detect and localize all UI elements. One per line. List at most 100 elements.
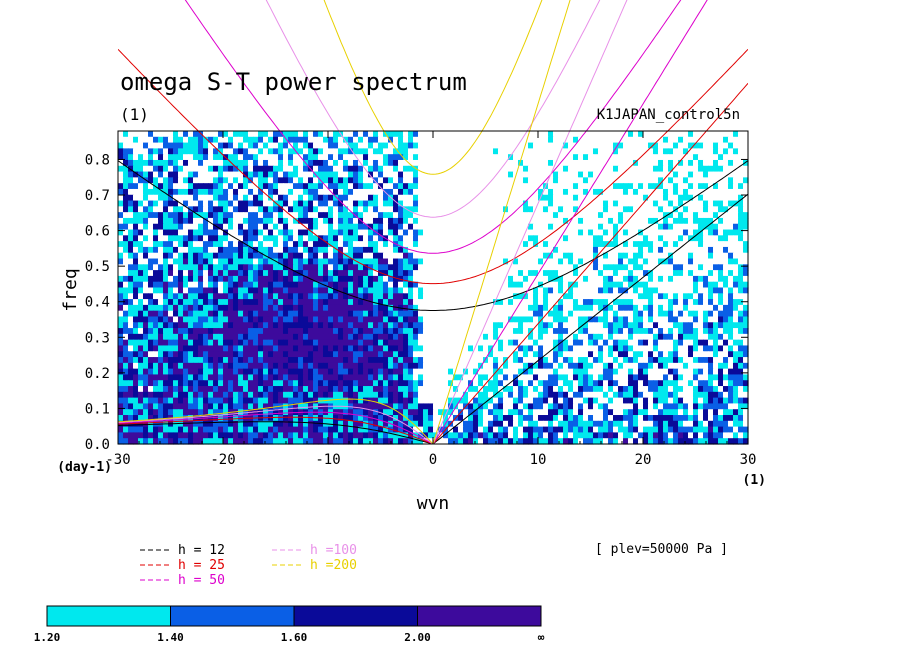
heatmap-cell — [298, 351, 304, 358]
heatmap-cell — [393, 194, 399, 202]
heatmap-cell — [508, 345, 514, 352]
heatmap-cell — [163, 264, 169, 271]
heatmap-cell — [393, 212, 399, 219]
heatmap-cell — [358, 252, 364, 260]
heatmap-cell — [428, 212, 434, 219]
heatmap-cell — [368, 246, 374, 254]
heatmap-cell — [573, 287, 579, 294]
heatmap-cell — [428, 159, 434, 167]
heatmap-cell — [423, 281, 429, 289]
heatmap-cell — [678, 258, 684, 265]
heatmap-cell — [363, 351, 369, 358]
heatmap-cell — [413, 275, 419, 283]
heatmap-cell — [348, 177, 354, 184]
heatmap-cell — [358, 333, 364, 341]
heatmap-cell — [223, 281, 229, 289]
heatmap-cell — [598, 287, 604, 294]
heatmap-cell — [208, 281, 214, 289]
heatmap-cell — [738, 131, 744, 138]
heatmap-cell — [388, 183, 394, 190]
heatmap-cell — [413, 246, 419, 254]
heatmap-cell — [278, 304, 284, 312]
heatmap-cell — [273, 293, 279, 300]
heatmap-cell — [653, 351, 659, 358]
heatmap-cell — [433, 177, 439, 184]
heatmap-cell — [693, 345, 699, 352]
heatmap-cell — [563, 310, 569, 318]
heatmap-cell — [388, 275, 394, 283]
heatmap-cell — [138, 194, 144, 202]
heatmap-cell — [208, 142, 214, 149]
heatmap-cell — [703, 241, 709, 248]
heatmap-cell — [663, 136, 669, 144]
heatmap-cell — [608, 339, 614, 347]
heatmap-cell — [193, 142, 199, 149]
heatmap-cell — [563, 293, 569, 300]
heatmap-cell — [293, 229, 299, 236]
heatmap-cell — [528, 287, 534, 294]
heatmap-cell — [368, 241, 374, 248]
heatmap-cell — [483, 316, 489, 323]
heatmap-cell — [258, 177, 264, 184]
heatmap-cell — [253, 206, 259, 213]
heatmap-cell — [658, 194, 664, 202]
heatmap-cell — [193, 293, 199, 300]
heatmap-cell — [183, 235, 189, 242]
heatmap-cell — [223, 188, 229, 196]
heatmap-cell — [228, 275, 234, 283]
heatmap-cell — [393, 333, 399, 341]
power-spectrum-field — [118, 131, 749, 445]
heatmap-cell — [153, 165, 159, 173]
heatmap-cell — [668, 293, 674, 300]
heatmap-cell — [268, 183, 274, 190]
heatmap-cell — [193, 177, 199, 184]
heatmap-cell — [338, 322, 344, 329]
heatmap-cell — [298, 217, 304, 225]
heatmap-cell — [633, 328, 639, 335]
heatmap-cell — [363, 333, 369, 341]
heatmap-cell — [568, 188, 574, 196]
heatmap-cell — [153, 154, 159, 161]
heatmap-cell — [178, 328, 184, 335]
heatmap-cell — [523, 183, 529, 190]
heatmap-cell — [473, 357, 479, 364]
heatmap-cell — [598, 223, 604, 231]
heatmap-cell — [568, 322, 574, 329]
heatmap-cell — [608, 165, 614, 173]
heatmap-cell — [448, 200, 454, 207]
heatmap-cell — [523, 270, 529, 277]
heatmap-cell — [118, 357, 124, 364]
heatmap-cell — [308, 316, 314, 323]
heatmap-cell — [693, 281, 699, 289]
heatmap-cell — [218, 252, 224, 260]
heatmap-cell — [633, 333, 639, 341]
heatmap-cell — [403, 258, 409, 265]
heatmap-cell — [383, 223, 389, 231]
heatmap-cell — [518, 188, 524, 196]
heatmap-cell — [743, 200, 749, 207]
heatmap-cell — [493, 165, 499, 173]
heatmap-cell — [363, 270, 369, 277]
heatmap-cell — [313, 275, 319, 283]
heatmap-cell — [458, 223, 464, 231]
heatmap-cell — [588, 177, 594, 184]
heatmap-cell — [653, 136, 659, 144]
heatmap-cell — [698, 235, 704, 242]
heatmap-cell — [553, 235, 559, 242]
heatmap-cell — [183, 148, 189, 155]
heatmap-cell — [203, 212, 209, 219]
heatmap-cell — [143, 351, 149, 358]
heatmap-cell — [143, 212, 149, 219]
heatmap-cell — [303, 258, 309, 265]
heatmap-cell — [138, 183, 144, 190]
heatmap-cell — [388, 159, 394, 167]
heatmap-cell — [573, 241, 579, 248]
heatmap-cell — [143, 183, 149, 190]
heatmap-cell — [733, 183, 739, 190]
heatmap-cell — [733, 293, 739, 300]
heatmap-cell — [373, 142, 379, 149]
heatmap-cell — [203, 345, 209, 352]
heatmap-cell — [123, 357, 129, 364]
heatmap-cell — [718, 177, 724, 184]
heatmap-cell — [468, 235, 474, 242]
